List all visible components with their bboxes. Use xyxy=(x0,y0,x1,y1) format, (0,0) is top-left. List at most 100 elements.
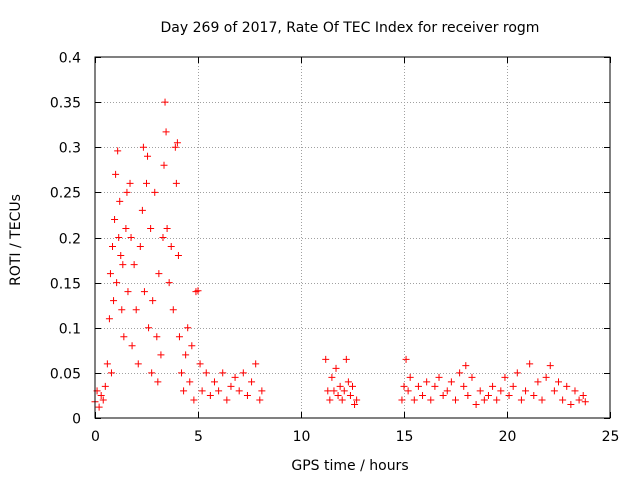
y-tick-label: 0 xyxy=(72,412,81,428)
data-point xyxy=(175,333,183,341)
data-point xyxy=(171,143,179,151)
data-point xyxy=(559,396,567,404)
data-point xyxy=(206,391,214,399)
data-point xyxy=(128,342,136,350)
data-point xyxy=(116,197,124,205)
data-point xyxy=(406,373,414,381)
x-tick-label: 20 xyxy=(499,429,517,445)
data-point xyxy=(149,297,157,305)
data-point xyxy=(414,382,422,390)
data-point xyxy=(223,396,231,404)
data-point xyxy=(145,324,153,332)
data-point xyxy=(427,396,435,404)
data-point xyxy=(215,387,223,395)
data-point xyxy=(476,387,484,395)
data-point xyxy=(157,351,165,359)
data-point xyxy=(322,355,330,363)
y-tick-label: 0.15 xyxy=(50,277,81,293)
data-point xyxy=(155,270,163,278)
data-point xyxy=(509,382,517,390)
y-tick-label: 0.4 xyxy=(59,51,81,67)
data-point xyxy=(111,215,119,223)
data-point xyxy=(546,362,554,370)
data-point xyxy=(112,170,120,178)
data-point xyxy=(202,369,210,377)
data-point xyxy=(147,224,155,232)
data-point xyxy=(117,252,125,260)
data-point xyxy=(258,387,266,395)
data-point xyxy=(526,360,534,368)
data-point xyxy=(174,252,182,260)
data-point xyxy=(581,398,589,406)
x-tick-label: 25 xyxy=(602,429,620,445)
data-point xyxy=(159,234,167,241)
data-point xyxy=(132,306,140,314)
data-point xyxy=(517,396,525,404)
y-tick-label: 0.1 xyxy=(59,322,81,338)
data-point xyxy=(513,369,521,377)
data-point xyxy=(349,382,356,390)
y-tick-label: 0.3 xyxy=(59,141,81,157)
data-point xyxy=(338,396,346,404)
data-point xyxy=(173,139,181,147)
data-point xyxy=(110,297,118,305)
data-point xyxy=(144,152,152,160)
data-point xyxy=(464,391,472,399)
x-tick-label: 0 xyxy=(91,429,100,445)
data-point xyxy=(330,387,338,395)
data-point xyxy=(140,288,148,296)
y-tick-label: 0.2 xyxy=(59,232,81,248)
data-point xyxy=(542,373,550,381)
data-point xyxy=(342,355,350,363)
axis-ticks: 0 5 10 15 20 25 0 0.05 0.1 0.15 0.2 0.25 0.3 0.35 0.4 xyxy=(50,51,620,446)
data-point xyxy=(123,188,131,196)
data-point xyxy=(134,360,142,368)
data-point xyxy=(114,147,122,155)
data-point xyxy=(522,387,530,395)
data-point xyxy=(324,387,332,395)
data-point xyxy=(248,378,256,386)
data-point xyxy=(227,382,235,390)
data-point xyxy=(167,243,175,251)
plot-frame xyxy=(94,56,611,419)
data-point xyxy=(178,369,186,377)
data-point xyxy=(161,98,169,106)
data-point xyxy=(105,315,113,323)
data-point xyxy=(99,396,107,404)
data-point xyxy=(404,387,412,395)
data-point xyxy=(497,387,505,395)
data-point xyxy=(480,396,488,404)
data-point xyxy=(106,270,114,278)
data-point xyxy=(400,382,408,390)
data-point xyxy=(97,391,105,399)
data-point xyxy=(447,378,455,386)
data-point xyxy=(351,400,359,408)
data-point xyxy=(172,179,180,187)
data-point xyxy=(452,396,459,404)
data-point xyxy=(534,378,542,386)
data-point xyxy=(154,378,162,386)
data-point xyxy=(538,396,546,404)
y-tick-label: 0.25 xyxy=(50,186,81,202)
data-point xyxy=(196,360,204,368)
data-point xyxy=(431,382,439,390)
data-point xyxy=(182,351,190,359)
data-point xyxy=(353,396,361,404)
data-point xyxy=(489,382,497,390)
data-point xyxy=(501,373,509,381)
data-point xyxy=(103,360,111,368)
data-point xyxy=(326,396,334,404)
data-point xyxy=(410,396,418,404)
data-point xyxy=(95,403,103,411)
data-point xyxy=(101,382,109,390)
data-point xyxy=(243,391,251,399)
data-point xyxy=(402,355,410,363)
data-point xyxy=(505,391,513,399)
data-point xyxy=(571,387,579,395)
data-point xyxy=(252,360,260,368)
data-point xyxy=(550,387,558,395)
data-point xyxy=(462,362,470,370)
data-point xyxy=(119,261,127,269)
data-point xyxy=(151,188,159,196)
data-point xyxy=(336,382,344,390)
